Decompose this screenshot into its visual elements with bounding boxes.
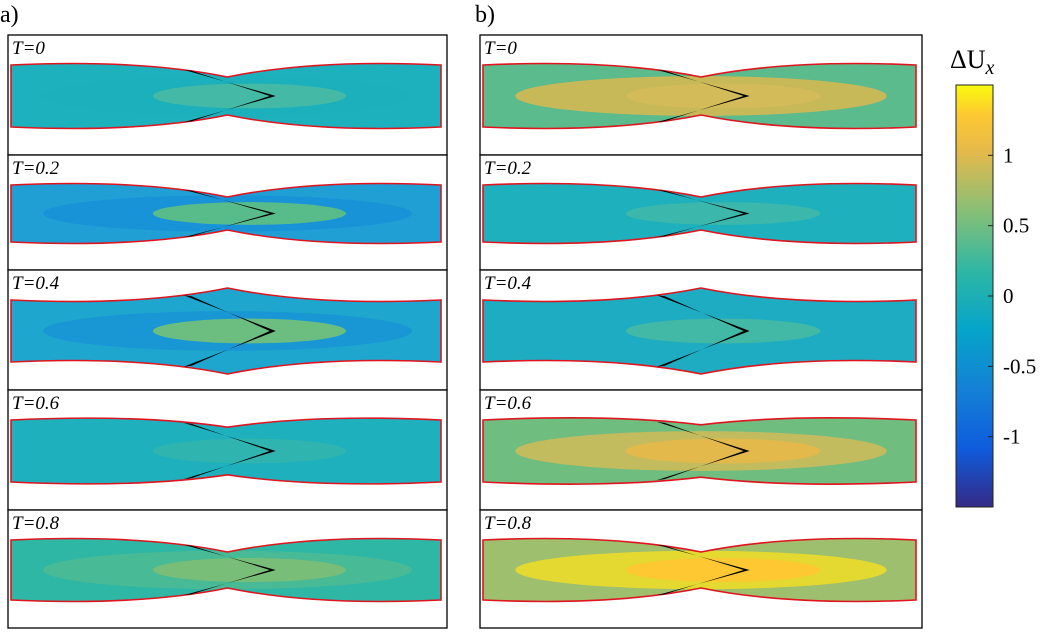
frame: T=0.2 — [479, 154, 923, 271]
time-label: T=0.8 — [12, 513, 60, 534]
colorbar-title-main: ΔU — [950, 45, 986, 74]
panel-label: a) — [0, 2, 19, 28]
colorbar-tick-label: 1 — [1003, 143, 1014, 167]
colorbar-tick-label: -1 — [1003, 425, 1021, 449]
contour — [152, 202, 347, 225]
channel-wall — [10, 287, 442, 375]
channel-wall — [482, 537, 917, 603]
frame: T=0.6 — [479, 389, 923, 511]
time-label: T=0.2 — [12, 158, 60, 179]
contour — [152, 558, 347, 582]
frame: T=0 — [7, 34, 448, 156]
channel-wall — [482, 417, 917, 485]
channel-wall — [482, 287, 917, 375]
frame: T=0.2 — [7, 154, 448, 271]
channel-wall — [10, 417, 442, 485]
time-label: T=0.2 — [484, 158, 532, 179]
contour — [152, 438, 347, 464]
contour — [152, 83, 347, 109]
channel-wall — [10, 182, 442, 245]
panel-label: b) — [475, 2, 495, 28]
channel-wall — [10, 537, 442, 603]
contour — [625, 83, 821, 109]
contour — [625, 438, 821, 464]
time-label: T=0.4 — [484, 273, 532, 294]
channel-wall — [10, 62, 442, 130]
frame: T=0.8 — [479, 509, 923, 629]
colorbar-tick-label: 0.5 — [1003, 214, 1029, 238]
channel-wall — [482, 182, 917, 245]
colorbar-title-sub: x — [985, 57, 995, 79]
time-label: T=0.4 — [12, 273, 60, 294]
colorbar-tick-label: 0 — [1003, 284, 1014, 308]
contour — [625, 318, 821, 344]
frame: T=0.6 — [7, 389, 448, 511]
contour — [152, 318, 347, 344]
frame: T=0.8 — [7, 509, 448, 629]
colorbar — [955, 84, 994, 508]
time-label: T=0.6 — [484, 393, 532, 414]
colorbar-title: ΔUx — [950, 45, 995, 79]
frame: T=0.4 — [479, 269, 923, 391]
channel-wall — [482, 62, 917, 130]
time-label: T=0.8 — [484, 513, 532, 534]
frame: T=0 — [479, 34, 923, 156]
contour — [625, 202, 821, 225]
frame: T=0.4 — [7, 269, 448, 391]
time-label: T=0.6 — [12, 393, 60, 414]
time-label: T=0 — [484, 38, 517, 59]
colorbar-tick-label: -0.5 — [1003, 354, 1036, 378]
contour — [625, 558, 821, 582]
time-label: T=0 — [12, 38, 45, 59]
